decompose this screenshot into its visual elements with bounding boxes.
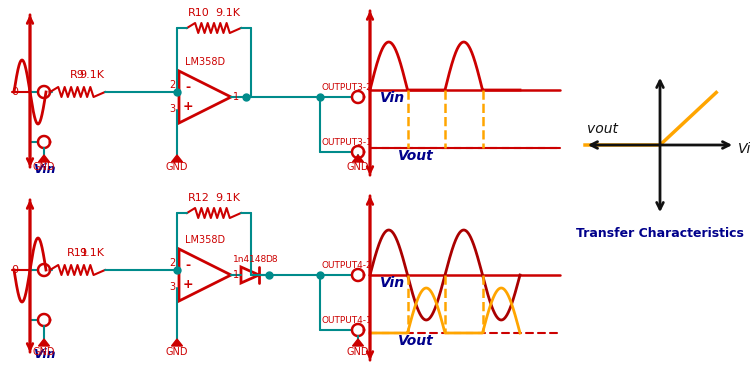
Text: 2: 2 [169, 80, 175, 90]
Polygon shape [352, 339, 364, 346]
Text: GND: GND [33, 347, 56, 357]
Text: Vin: Vin [33, 163, 56, 176]
Text: 2: 2 [169, 258, 175, 268]
Text: +: + [183, 278, 194, 290]
Text: 9.1K: 9.1K [215, 8, 241, 18]
Text: 3: 3 [169, 104, 175, 114]
Text: 0: 0 [11, 87, 18, 97]
Text: 9.1K: 9.1K [79, 248, 104, 258]
Text: +: + [183, 99, 194, 113]
Text: 9.1K: 9.1K [79, 70, 104, 80]
Text: LM358D: LM358D [185, 57, 225, 67]
Text: GND: GND [166, 162, 188, 172]
Text: R10: R10 [188, 8, 210, 18]
Text: 3: 3 [169, 282, 175, 292]
Text: 1n4148: 1n4148 [232, 255, 267, 264]
Text: Vin: Vin [380, 91, 405, 105]
Text: Vin: Vin [738, 142, 750, 156]
Text: 1: 1 [233, 92, 239, 102]
Text: R9: R9 [70, 70, 85, 80]
Text: D8: D8 [265, 255, 278, 264]
Text: -: - [185, 259, 190, 272]
Text: Vout: Vout [398, 149, 433, 163]
Polygon shape [172, 155, 182, 162]
Polygon shape [38, 339, 50, 346]
Text: GND: GND [346, 347, 369, 357]
Text: R11: R11 [67, 248, 88, 258]
Polygon shape [38, 155, 50, 162]
Text: vout: vout [587, 122, 618, 136]
Text: GND: GND [33, 162, 56, 172]
Text: 0: 0 [11, 265, 18, 275]
Text: Transfer Characteristics: Transfer Characteristics [576, 227, 744, 240]
Text: -: - [185, 81, 190, 94]
Text: Vin: Vin [380, 276, 405, 290]
Text: GND: GND [346, 162, 369, 172]
Text: OUTPUT3-1: OUTPUT3-1 [322, 138, 373, 147]
Text: Vout: Vout [398, 334, 433, 348]
Text: OUTPUT4-2: OUTPUT4-2 [322, 261, 373, 270]
Text: GND: GND [166, 347, 188, 357]
Text: OUTPUT4-1: OUTPUT4-1 [322, 316, 373, 325]
Text: 9.1K: 9.1K [215, 193, 241, 203]
Text: Vin: Vin [33, 348, 56, 361]
Text: R12: R12 [188, 193, 210, 203]
Text: 1: 1 [233, 270, 239, 280]
Text: LM358D: LM358D [185, 235, 225, 245]
Text: OUTPUT3-2: OUTPUT3-2 [322, 83, 373, 92]
Polygon shape [352, 155, 364, 162]
Polygon shape [172, 339, 182, 346]
